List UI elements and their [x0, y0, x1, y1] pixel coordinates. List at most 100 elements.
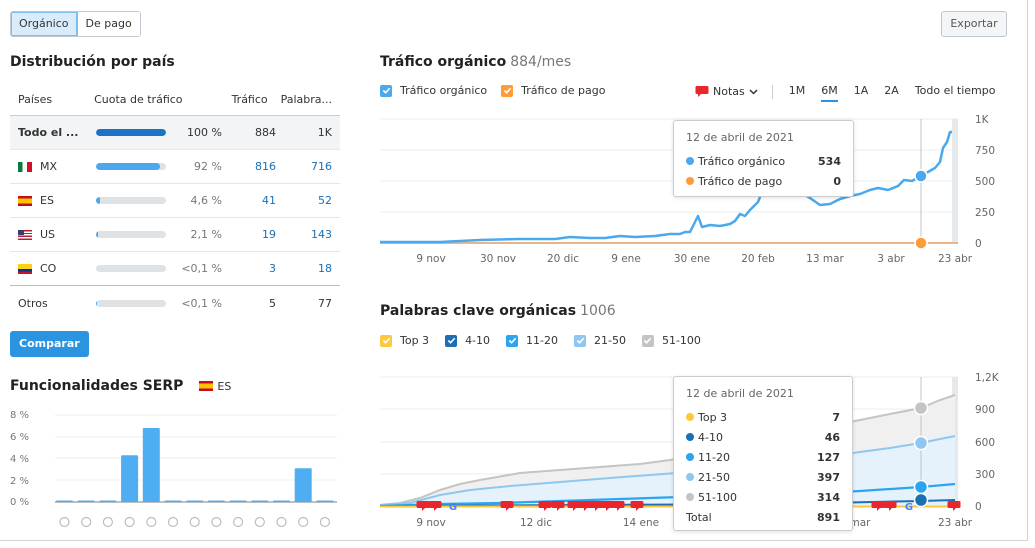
- traffic-ytick: 1K: [975, 114, 990, 126]
- note-marker-icon[interactable]: [630, 501, 644, 511]
- table-row-all[interactable]: Todo el ... 100 % 884 1K: [10, 116, 340, 150]
- share-value: 2,1 %: [190, 228, 222, 241]
- google-update-icon[interactable]: G: [905, 502, 913, 513]
- serp-ytick: 4 %: [10, 454, 29, 465]
- tooltip-value: 534: [818, 154, 841, 168]
- checkbox-checked-icon[interactable]: [380, 334, 392, 347]
- legend-51-100[interactable]: 51-100: [641, 334, 701, 347]
- note-marker-icon[interactable]: [538, 501, 552, 511]
- note-marker-icon[interactable]: [428, 501, 442, 511]
- traffic-link[interactable]: 3: [269, 262, 276, 275]
- period-2a[interactable]: 2A: [884, 84, 899, 97]
- tooltip-label: 21-50: [698, 470, 730, 484]
- tab-de-pago[interactable]: De pago: [77, 12, 140, 36]
- legend-11-20[interactable]: 11-20: [506, 334, 558, 347]
- checkbox-checked-icon[interactable]: [574, 334, 586, 347]
- traffic-ytick: 750: [975, 145, 995, 157]
- keywords-link[interactable]: 716: [311, 160, 332, 173]
- tooltip-total-row: Total 891: [686, 507, 840, 527]
- period-all-time[interactable]: Todo el tiempo: [914, 84, 996, 97]
- tooltip-value: 891: [817, 510, 840, 524]
- legend-label: 51-100: [661, 334, 701, 347]
- serp-bar[interactable]: [142, 428, 160, 502]
- divider: [771, 84, 773, 99]
- traffic-legend: Tráfico orgánico Tráfico de pago: [380, 84, 605, 97]
- table-row-es[interactable]: ES 4,6 % 41 52: [10, 184, 340, 218]
- traffic-xtick: 9 ene: [611, 253, 641, 265]
- col-header-traffic[interactable]: Tráfico: [231, 93, 268, 106]
- country-name: ES: [40, 194, 54, 207]
- table-row-us[interactable]: US 2,1 % 19 143: [10, 218, 340, 252]
- legend-top3[interactable]: Top 3: [380, 334, 429, 347]
- checkbox-checked-icon[interactable]: [501, 84, 514, 97]
- tooltip-label: 51-100: [698, 490, 737, 504]
- traffic-xtick: 3 abr: [877, 253, 905, 265]
- dot-icon: [686, 453, 694, 461]
- tooltip-value: 46: [824, 430, 840, 444]
- note-marker-icon[interactable]: [416, 501, 430, 511]
- checkbox-checked-icon[interactable]: [380, 84, 392, 97]
- note-marker-icon[interactable]: [551, 501, 565, 511]
- legend-organic-traffic[interactable]: Tráfico orgánico: [380, 84, 487, 97]
- share-bar: [96, 231, 166, 238]
- tooltip-row: Top 3 7: [686, 407, 840, 427]
- period-6m[interactable]: 6M: [821, 84, 838, 102]
- tab-organico[interactable]: Orgánico: [11, 12, 78, 36]
- dot-icon: [686, 493, 694, 501]
- legend-paid-traffic[interactable]: Tráfico de pago: [501, 84, 605, 97]
- checkbox-checked-icon[interactable]: [506, 334, 519, 347]
- keywords-legend: Top 3 4-10 11-20 21-50 51-100: [380, 334, 701, 347]
- organic-traffic-value: 884/mes: [510, 54, 572, 70]
- traffic-xtick: 30 nov: [480, 253, 516, 265]
- note-marker-icon[interactable]: [500, 501, 514, 511]
- note-marker-icon[interactable]: [871, 501, 885, 511]
- legend-label: 21-50: [594, 334, 626, 347]
- country-name: US: [40, 228, 56, 241]
- reviews-icon: [167, 516, 179, 528]
- google-update-icon[interactable]: G: [449, 502, 457, 513]
- traffic-link[interactable]: 41: [262, 194, 276, 207]
- keywords-link[interactable]: 143: [311, 228, 332, 241]
- traffic-xtick: 13 mar: [806, 253, 844, 265]
- traffic-xtick: 20 feb: [741, 253, 775, 265]
- traffic-ytick: 500: [975, 176, 995, 188]
- notes-label: Notas: [713, 85, 745, 98]
- traffic-link[interactable]: 816: [255, 160, 276, 173]
- compare-button[interactable]: Comparar: [10, 331, 89, 357]
- col-header-traffic-share[interactable]: Cuota de tráfico: [94, 93, 183, 106]
- serp-bar[interactable]: [121, 455, 139, 502]
- keywords-link[interactable]: 52: [318, 194, 332, 207]
- keywords-ytick: 1,2K: [975, 372, 1000, 384]
- serp-bar[interactable]: [294, 468, 312, 502]
- note-bubble-icon: [695, 86, 709, 97]
- col-header-countries[interactable]: Países: [18, 93, 53, 106]
- dot-icon: [686, 177, 694, 185]
- export-button[interactable]: Exportar: [941, 11, 1007, 37]
- flag-co-icon: [18, 263, 32, 274]
- period-1a[interactable]: 1A: [853, 84, 869, 97]
- note-marker-icon[interactable]: [947, 501, 961, 511]
- keywords-link[interactable]: 18: [318, 262, 332, 275]
- note-marker-icon[interactable]: [600, 501, 614, 511]
- col-header-keywords[interactable]: Palabra...: [280, 93, 332, 106]
- note-marker-icon[interactable]: [589, 501, 603, 511]
- note-marker-icon[interactable]: [611, 501, 625, 511]
- share-value: 4,6 %: [190, 194, 222, 207]
- legend-4-10[interactable]: 4-10: [445, 334, 490, 347]
- note-marker-icon[interactable]: [567, 501, 581, 511]
- legend-21-50[interactable]: 21-50: [574, 334, 626, 347]
- checkbox-checked-icon[interactable]: [641, 334, 654, 347]
- country-distribution-title: Distribución por país: [10, 54, 175, 70]
- table-row-co[interactable]: CO <0,1 % 3 18: [10, 252, 340, 286]
- note-marker-icon[interactable]: [578, 501, 592, 511]
- traffic-link[interactable]: 19: [262, 228, 276, 241]
- tooltip-row: 51-100 314: [686, 487, 840, 507]
- notes-dropdown[interactable]: Notas: [695, 85, 758, 98]
- organic-traffic-chart[interactable]: 1K 750 500 250 0 9 nov 30 nov 20 dic 9 e…: [380, 110, 1020, 270]
- checkbox-checked-icon[interactable]: [445, 334, 458, 347]
- period-1m[interactable]: 1M: [788, 84, 806, 97]
- note-marker-icon[interactable]: [883, 501, 897, 511]
- traffic-value: 884: [255, 126, 276, 139]
- table-row-mx[interactable]: MX 92 % 816 716: [10, 150, 340, 184]
- keywords-xtick: 9 nov: [416, 517, 445, 529]
